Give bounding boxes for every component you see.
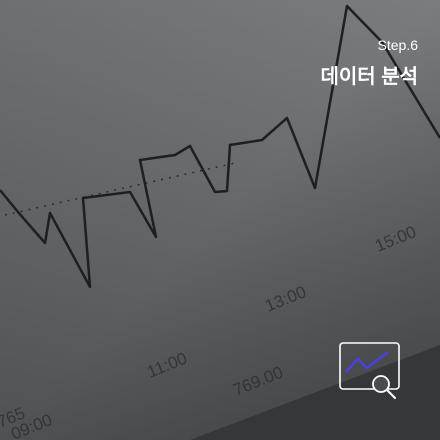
icon-magnifier <box>372 375 390 393</box>
price-line <box>0 4 440 289</box>
title: 데이터 분석 <box>320 65 418 88</box>
icon-frame <box>339 342 400 390</box>
analysis-icon <box>339 342 400 399</box>
icon-chart-line <box>345 350 389 373</box>
screen-bezel <box>190 345 440 440</box>
icon-magnifier-handle <box>386 389 396 399</box>
step-label: Step.6 <box>378 37 419 53</box>
